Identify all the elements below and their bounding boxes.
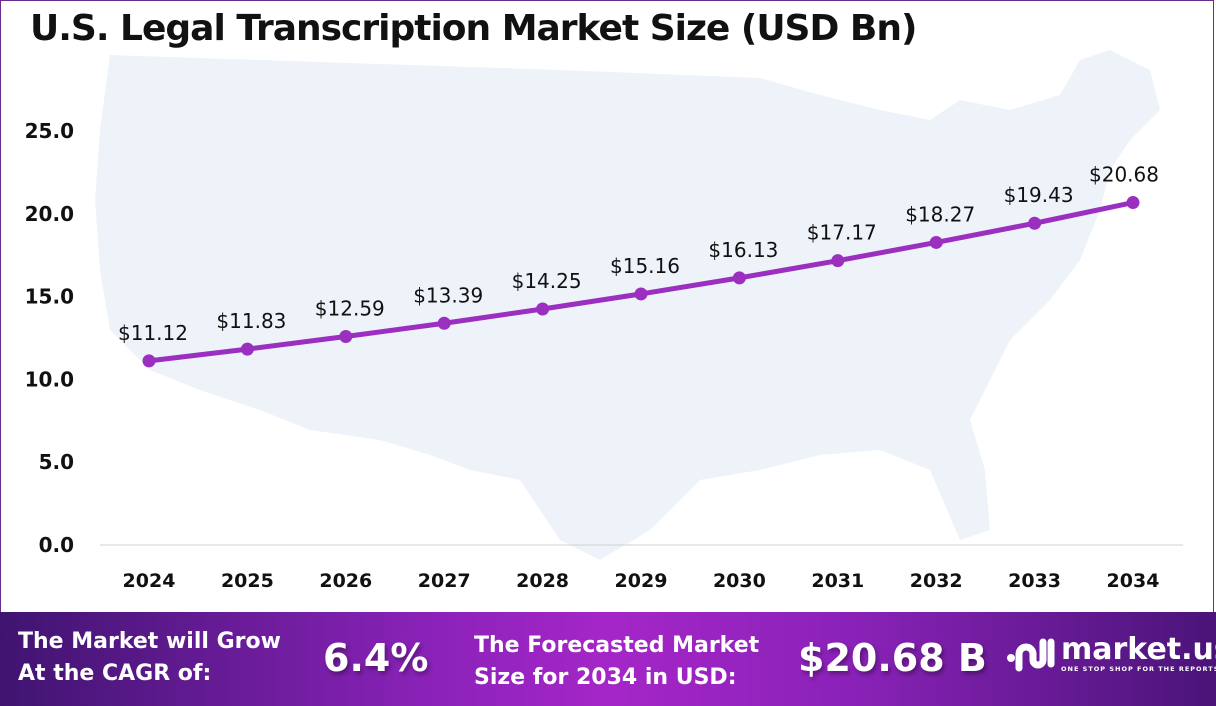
x-tick-label: 2030 [713,570,766,592]
line-chart: 0.0 5.0 10.0 15.0 20.0 25.0 2024 2025 2026 2027 20… [25,50,1183,592]
x-tick-label: 2029 [615,570,668,592]
data-label: $19.43 [1004,183,1074,207]
y-tick-label: 10.0 [25,367,74,391]
forecast-label-line1: The Forecasted Market [474,633,760,658]
x-tick-label: 2026 [319,570,372,592]
data-point [536,302,550,316]
y-tick-label: 25.0 [25,119,74,143]
data-point [732,271,746,285]
x-tick-label: 2025 [221,570,274,592]
data-point [831,254,845,268]
y-tick-label: 0.0 [39,533,74,557]
logo-name: market.us [1061,632,1216,667]
x-tick-label: 2027 [418,570,471,592]
data-point [437,316,451,330]
data-point [240,342,254,356]
x-tick-label: 2032 [910,570,963,592]
x-tick-label: 2028 [516,570,569,592]
cagr-value: 6.4% [323,636,429,680]
data-point [1126,196,1140,210]
data-label: $20.68 [1089,163,1159,187]
market-us-logo: market.us ONE STOP SHOP FOR THE REPORTS [1005,634,1216,674]
us-map-silhouette [95,50,1160,560]
y-tick-label: 20.0 [25,202,74,226]
data-label: $13.39 [413,283,483,307]
x-tick-label: 2031 [811,570,864,592]
data-label: $17.17 [807,221,877,245]
forecast-label: The Forecasted Market Size for 2034 in U… [474,630,759,694]
cagr-label-line1: The Market will Grow [18,629,281,654]
data-point [634,287,648,301]
data-label: $16.13 [708,238,778,262]
x-tick-label: 2034 [1107,570,1160,592]
data-label: $11.12 [118,321,188,345]
cagr-label-line2: At the CAGR of: [18,661,212,686]
data-label: $11.83 [216,309,286,333]
y-tick-label: 5.0 [39,450,74,474]
cagr-label: The Market will Grow At the CAGR of: [18,626,281,690]
data-label: $18.27 [905,202,975,226]
x-tick-label: 2033 [1008,570,1061,592]
data-label: $12.59 [315,297,385,321]
data-label: $14.25 [512,269,582,293]
forecast-value: $20.68 B [798,636,987,680]
data-point [1028,216,1042,230]
data-point [142,354,156,368]
footer-banner: The Market will Grow At the CAGR of: 6.4… [0,612,1216,706]
logo-icon [1007,638,1055,672]
chart-title: U.S. Legal Transcription Market Size (US… [30,8,917,49]
data-point [929,235,943,249]
data-label: $15.16 [610,254,680,278]
x-tick-label: 2024 [123,570,176,592]
logo-tagline: ONE STOP SHOP FOR THE REPORTS [1061,665,1216,673]
y-tick-label: 15.0 [25,285,74,309]
data-point [339,330,353,344]
forecast-label-line2: Size for 2034 in USD: [474,665,737,690]
